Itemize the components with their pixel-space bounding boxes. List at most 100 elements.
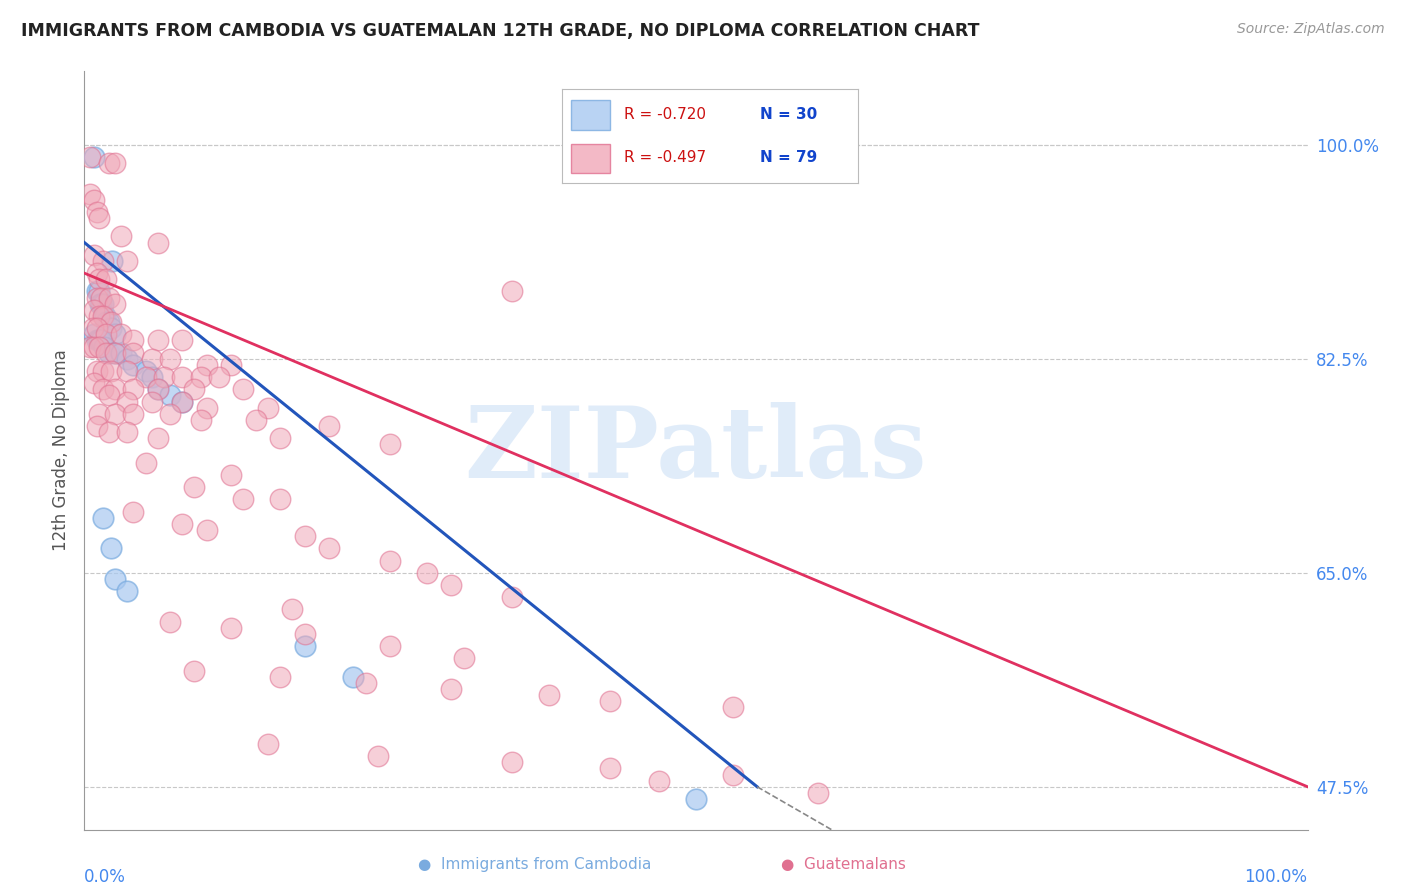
- Point: [159, 351, 181, 366]
- Point: [90, 291, 112, 305]
- Point: [100, 364, 122, 378]
- Point: [294, 639, 316, 653]
- Point: [354, 675, 377, 690]
- Point: [104, 296, 127, 310]
- Point: [87, 407, 110, 421]
- Point: [172, 516, 194, 531]
- Point: [115, 254, 138, 268]
- Point: [146, 235, 169, 250]
- Point: [146, 382, 169, 396]
- Point: [83, 302, 105, 317]
- Point: [153, 370, 176, 384]
- Point: [91, 510, 114, 524]
- Point: [135, 370, 157, 384]
- Y-axis label: 12th Grade, No Diploma: 12th Grade, No Diploma: [52, 350, 70, 551]
- Text: R = -0.497: R = -0.497: [624, 150, 707, 165]
- Point: [115, 394, 138, 409]
- Point: [90, 334, 112, 348]
- Point: [208, 370, 231, 384]
- Point: [219, 358, 242, 372]
- Point: [89, 296, 111, 310]
- Point: [86, 205, 108, 219]
- Text: ●  Guatemalans: ● Guatemalans: [782, 857, 905, 872]
- Point: [453, 651, 475, 665]
- FancyBboxPatch shape: [571, 101, 610, 130]
- Point: [135, 456, 157, 470]
- Point: [91, 296, 114, 310]
- Point: [83, 376, 105, 391]
- Point: [141, 370, 163, 384]
- Point: [599, 694, 621, 708]
- Point: [257, 401, 280, 415]
- Point: [86, 364, 108, 378]
- Point: [232, 382, 254, 396]
- Point: [648, 773, 671, 788]
- Point: [440, 681, 463, 696]
- Point: [96, 345, 118, 359]
- Point: [104, 327, 127, 342]
- Point: [115, 351, 138, 366]
- Point: [87, 211, 110, 226]
- FancyBboxPatch shape: [571, 144, 610, 173]
- Point: [141, 351, 163, 366]
- Text: 0.0%: 0.0%: [84, 869, 127, 887]
- Point: [79, 150, 101, 164]
- Point: [380, 553, 402, 567]
- Point: [87, 285, 110, 299]
- Point: [1114, 878, 1136, 892]
- Point: [294, 529, 316, 543]
- Point: [219, 467, 242, 482]
- Point: [195, 523, 218, 537]
- Point: [721, 767, 744, 781]
- Point: [101, 254, 124, 268]
- Point: [146, 334, 169, 348]
- Point: [87, 309, 110, 323]
- Point: [172, 394, 194, 409]
- Point: [87, 272, 110, 286]
- Point: [97, 156, 120, 170]
- Point: [380, 437, 402, 451]
- Point: [93, 309, 115, 323]
- Point: [79, 339, 101, 353]
- Point: [110, 345, 132, 359]
- Point: [183, 382, 205, 396]
- Point: [146, 431, 169, 445]
- Point: [195, 358, 218, 372]
- Point: [83, 193, 105, 207]
- Point: [538, 688, 561, 702]
- Point: [83, 339, 105, 353]
- Point: [367, 749, 389, 764]
- Point: [141, 394, 163, 409]
- Point: [685, 792, 707, 806]
- Point: [90, 296, 112, 310]
- Text: R = -0.720: R = -0.720: [624, 107, 706, 122]
- Point: [269, 431, 291, 445]
- Point: [97, 345, 120, 359]
- Point: [122, 382, 145, 396]
- Point: [172, 370, 194, 384]
- Point: [502, 756, 524, 770]
- Point: [721, 700, 744, 714]
- Text: N = 79: N = 79: [761, 150, 817, 165]
- Point: [94, 309, 117, 323]
- Point: [97, 425, 120, 439]
- Point: [79, 186, 101, 201]
- Point: [115, 364, 138, 378]
- Point: [159, 388, 181, 402]
- Point: [104, 382, 127, 396]
- Point: [281, 602, 304, 616]
- Point: [219, 621, 242, 635]
- Point: [318, 419, 340, 434]
- Point: [183, 480, 205, 494]
- Text: Source: ZipAtlas.com: Source: ZipAtlas.com: [1237, 22, 1385, 37]
- Point: [232, 492, 254, 507]
- Point: [190, 370, 212, 384]
- Point: [96, 327, 118, 342]
- Point: [100, 321, 122, 335]
- Point: [115, 584, 138, 599]
- Point: [97, 315, 120, 329]
- Point: [104, 156, 127, 170]
- Point: [257, 737, 280, 751]
- Point: [96, 315, 118, 329]
- Point: [100, 315, 122, 329]
